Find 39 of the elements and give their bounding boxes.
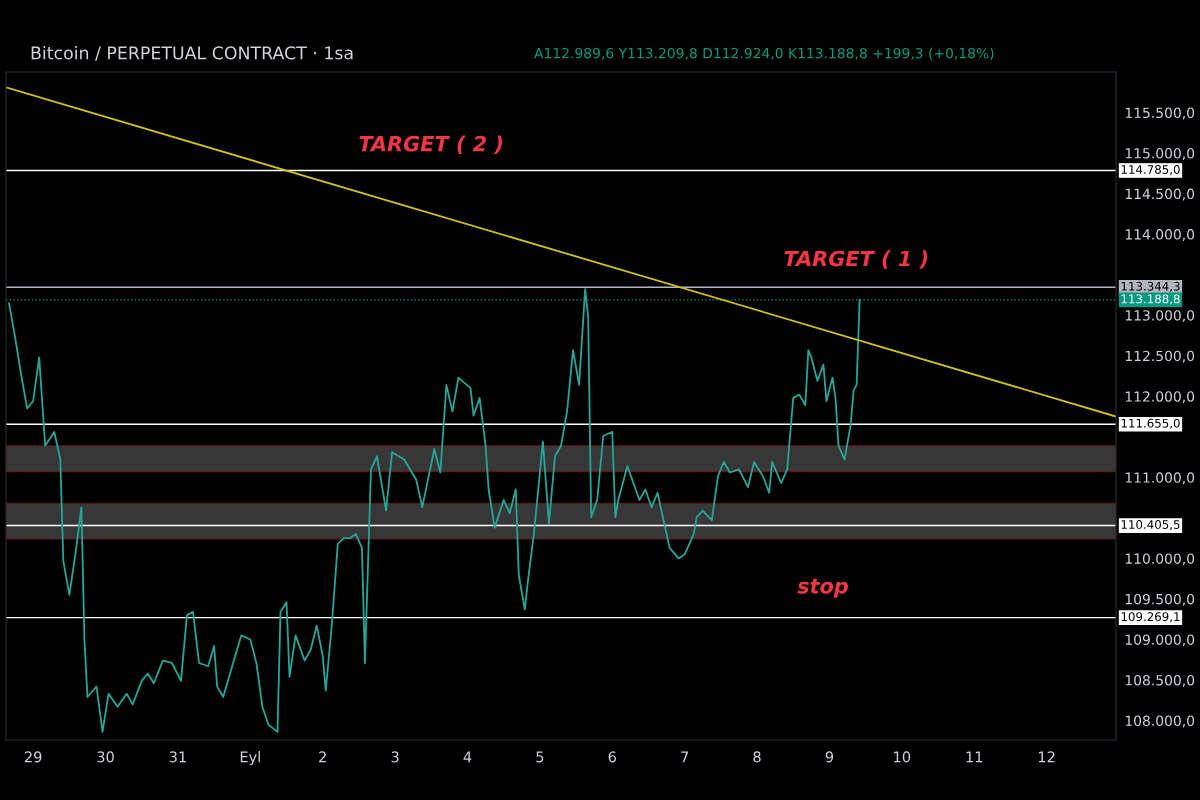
y-tick-label: 114.000,0 xyxy=(1125,229,1195,242)
x-tick-label: 31 xyxy=(169,751,186,763)
annotation: stop xyxy=(797,578,848,598)
y-tick-label: 108.000,0 xyxy=(1125,715,1195,728)
annotation: TARGET ( 1 ) xyxy=(784,250,928,269)
chart-subtitle: A112.989,6 Y113.209,8 D112.924,0 K113.188,8 +199,3 (+0,18%) xyxy=(534,47,994,61)
y-tick-label: 114.500,0 xyxy=(1125,188,1195,201)
y-tick-label: 115.500,0 xyxy=(1125,107,1195,120)
y-tick-label: 112.500,0 xyxy=(1125,350,1195,363)
y-tick-label: 111.000,0 xyxy=(1125,472,1195,485)
x-tick-label: 30 xyxy=(97,751,114,763)
ref-line-label: 109.269,1 xyxy=(1121,612,1180,623)
ref-line-label: 111.655,0 xyxy=(1121,418,1180,429)
y-tick-label: 110.000,0 xyxy=(1125,553,1195,566)
x-tick-label: 12 xyxy=(1038,751,1055,763)
y-tick-label: 109.000,0 xyxy=(1125,634,1195,647)
y-tick-label: 108.500,0 xyxy=(1125,674,1195,687)
x-tick-label: 4 xyxy=(463,751,472,763)
x-tick-label: 29 xyxy=(24,751,42,763)
ref-line-label: 113.188,8 xyxy=(1121,294,1180,305)
annotation: TARGET ( 2 ) xyxy=(359,135,502,154)
ref-line-label: 114.785,0 xyxy=(1121,164,1180,176)
x-tick-label: Eyl xyxy=(240,751,260,766)
x-tick-label: 8 xyxy=(753,751,761,763)
x-tick-label: 2 xyxy=(319,751,326,763)
x-tick-label: 7 xyxy=(681,751,689,763)
ref-line-label: 110.405,5 xyxy=(1121,520,1180,531)
y-tick-label: 113.000,0 xyxy=(1125,310,1195,323)
x-tick-label: 9 xyxy=(825,751,834,763)
y-tick-label: 112.000,0 xyxy=(1125,391,1195,404)
x-tick-label: 5 xyxy=(536,751,544,763)
x-tick-label: 3 xyxy=(391,751,399,763)
ref-line-label: 113.344,3 xyxy=(1121,281,1180,292)
x-tick-label: 10 xyxy=(894,751,911,763)
chart-title: Bitcoin / PERPETUAL CONTRACT · 1sa xyxy=(31,46,353,61)
x-tick-label: 11 xyxy=(966,751,983,763)
x-tick-label: 6 xyxy=(608,751,616,763)
y-tick-label: 109.500,0 xyxy=(1125,593,1195,606)
y-tick-label: 115.000,0 xyxy=(1125,148,1195,160)
